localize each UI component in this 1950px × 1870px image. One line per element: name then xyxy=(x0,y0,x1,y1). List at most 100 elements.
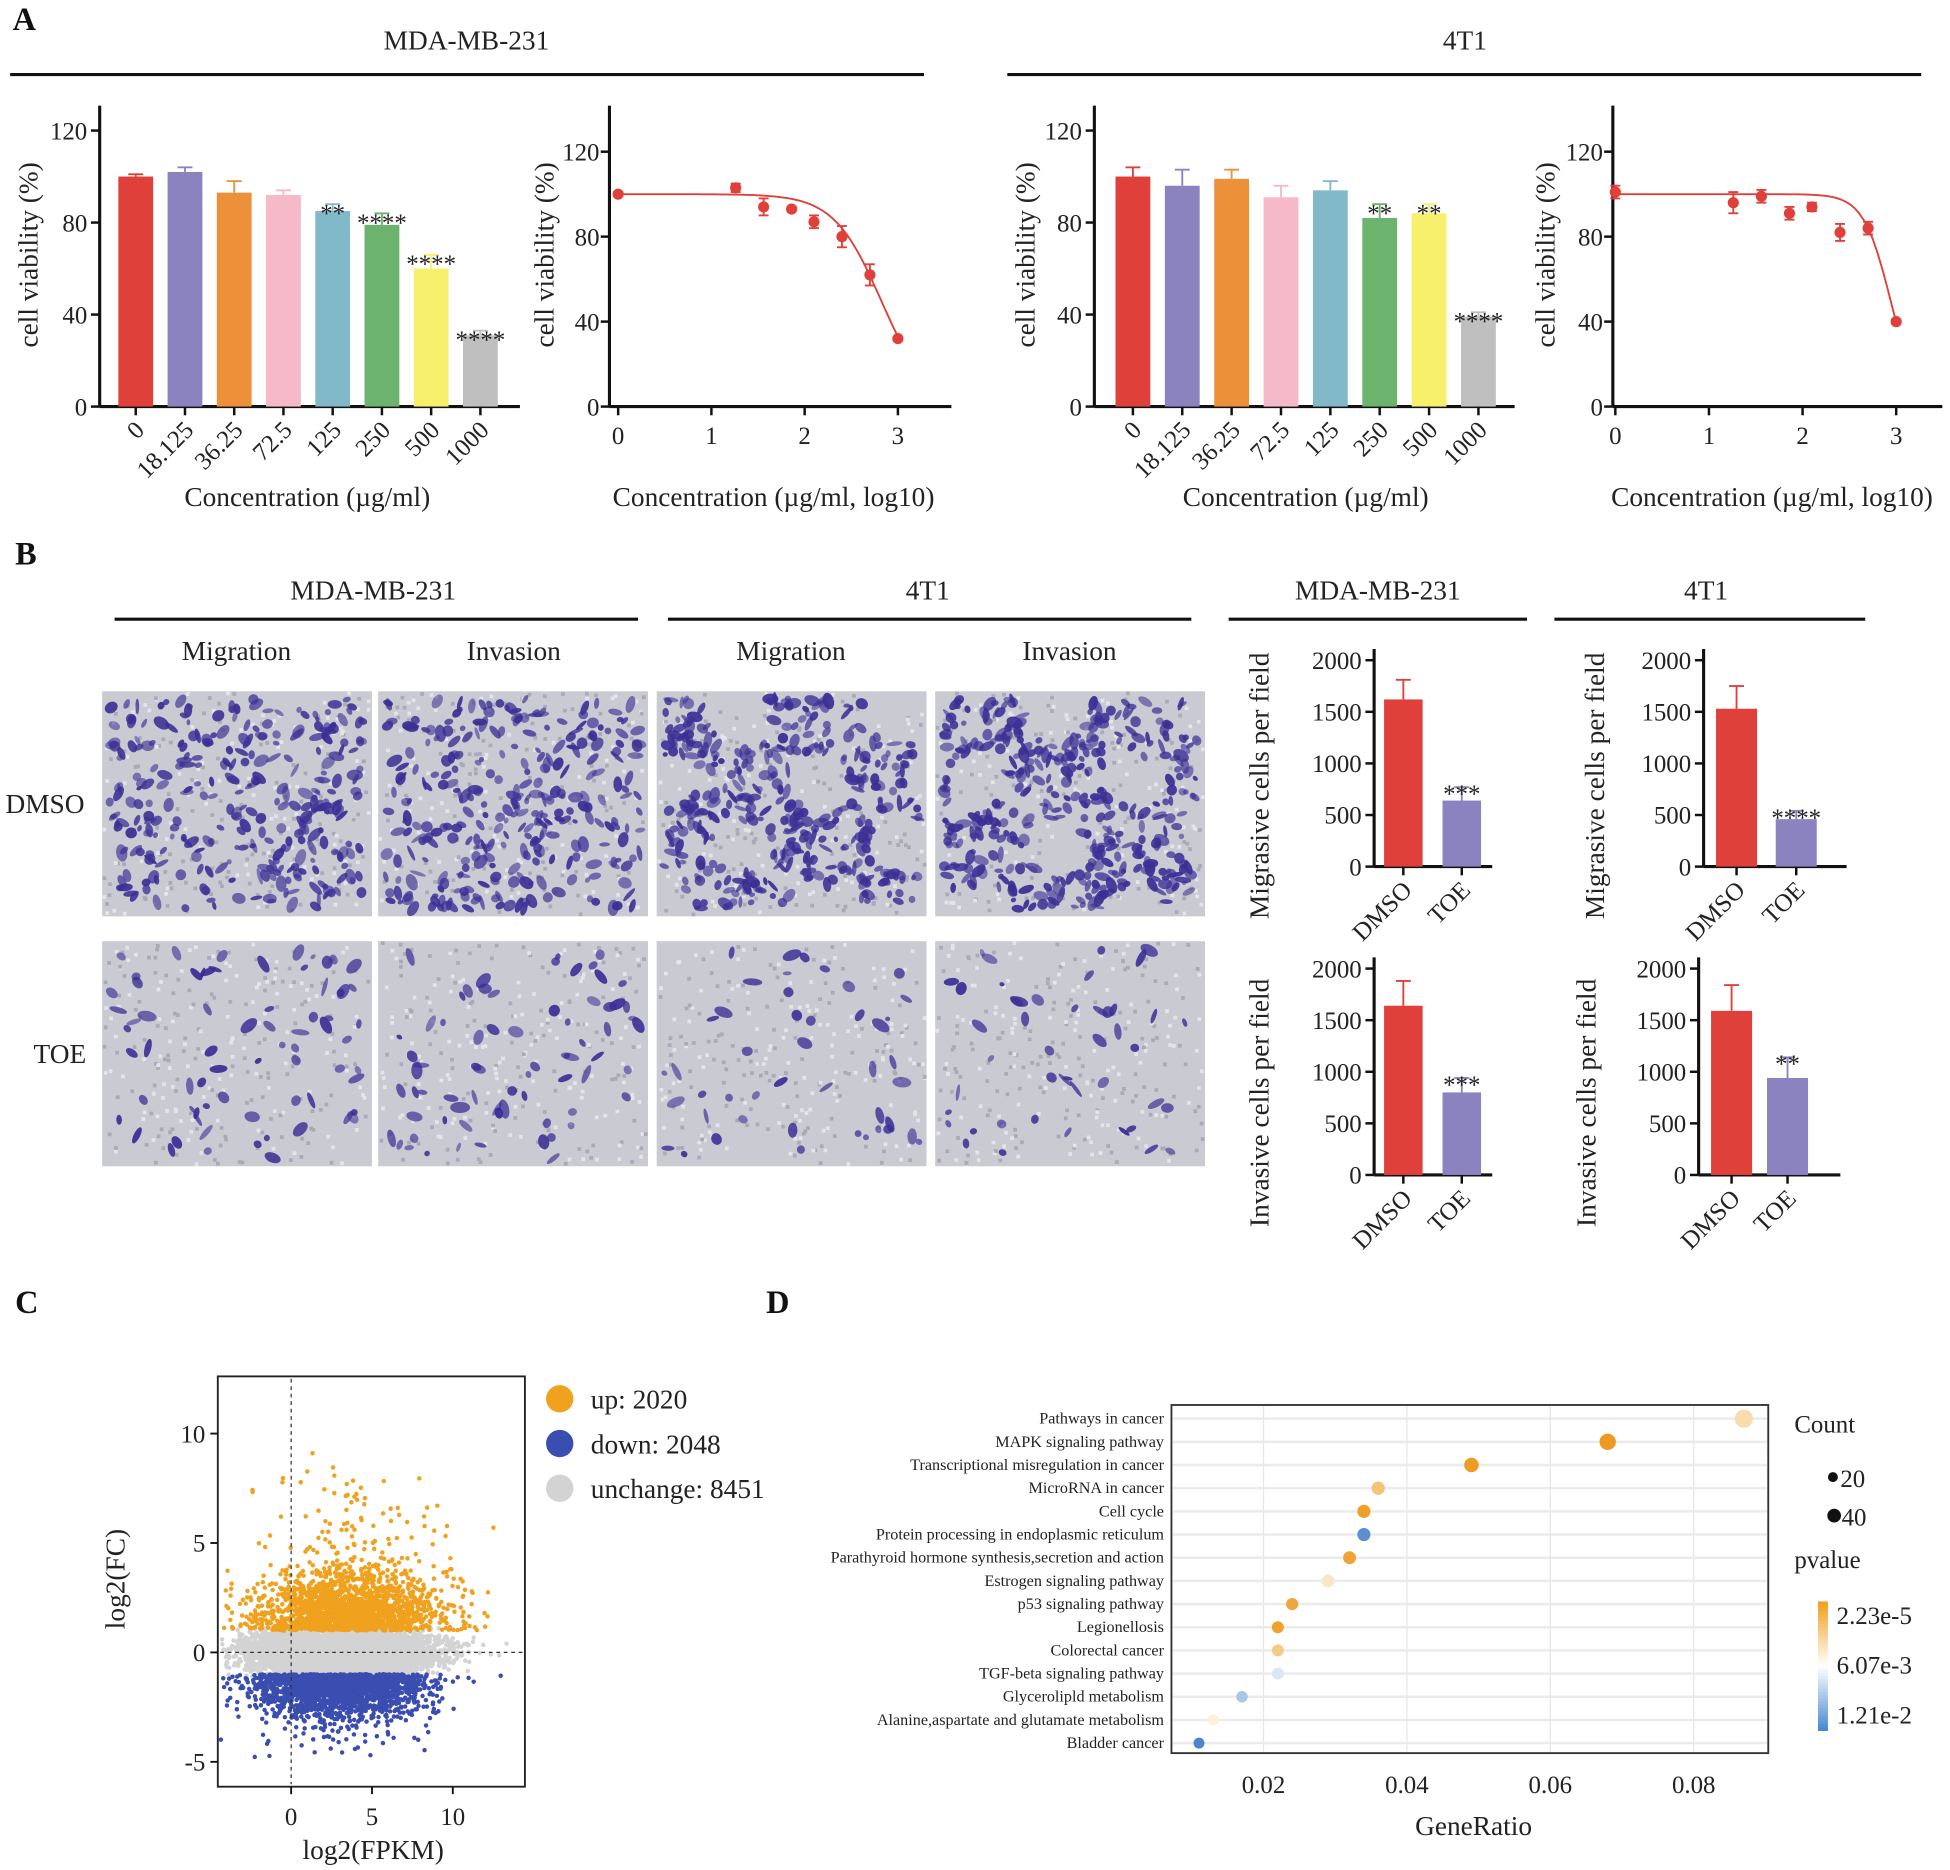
texture-speck xyxy=(731,837,735,842)
texture-speck xyxy=(724,776,728,780)
texture-speck xyxy=(1196,719,1201,724)
stained-cell xyxy=(310,857,316,863)
texture-speck xyxy=(1126,965,1130,970)
texture-speck xyxy=(888,739,893,744)
texture-speck xyxy=(207,956,211,960)
stained-cell xyxy=(748,793,761,801)
texture-speck xyxy=(247,881,252,886)
stained-cell xyxy=(684,720,696,735)
stained-cell xyxy=(285,836,293,847)
texture-speck xyxy=(1116,1072,1121,1077)
texture-speck xyxy=(332,871,337,876)
texture-speck xyxy=(636,957,640,962)
texture-speck xyxy=(224,1137,228,1142)
texture-speck xyxy=(341,950,345,955)
texture-speck xyxy=(109,1016,113,1021)
texture-speck xyxy=(641,695,646,700)
texture-speck xyxy=(724,1146,729,1151)
texture-speck xyxy=(277,713,282,718)
texture-speck xyxy=(619,1140,624,1145)
texture-speck xyxy=(322,700,327,705)
texture-speck xyxy=(631,1045,636,1050)
texture-speck xyxy=(242,1046,247,1051)
texture-speck xyxy=(1042,1075,1046,1080)
texture-speck xyxy=(363,1114,368,1119)
texture-speck xyxy=(822,958,827,963)
texture-speck xyxy=(1118,1010,1123,1015)
stained-cell xyxy=(584,877,591,883)
y-tick-label: 500 xyxy=(1324,803,1361,830)
stained-cell xyxy=(162,699,170,706)
stained-cell xyxy=(734,748,743,758)
texture-speck xyxy=(939,811,944,816)
texture-speck xyxy=(291,816,296,821)
texture-speck xyxy=(1111,1065,1116,1070)
texture-speck xyxy=(661,823,666,827)
stained-cell xyxy=(891,762,900,771)
stained-cell xyxy=(536,751,545,763)
texture-speck xyxy=(1175,987,1179,992)
texture-speck xyxy=(664,800,669,805)
texture-speck xyxy=(631,946,636,951)
texture-speck xyxy=(1021,1065,1026,1070)
texture-speck xyxy=(800,1057,804,1062)
texture-speck xyxy=(520,1012,525,1017)
texture-speck xyxy=(226,691,230,696)
texture-speck xyxy=(921,1062,925,1067)
texture-speck xyxy=(807,1009,812,1013)
texture-speck xyxy=(830,1043,834,1048)
stained-cell xyxy=(380,848,393,860)
texture-speck xyxy=(407,711,412,716)
stained-cell xyxy=(737,792,745,801)
texture-speck xyxy=(879,1160,884,1165)
texture-speck xyxy=(935,726,940,730)
texture-speck xyxy=(1130,1099,1135,1104)
texture-speck xyxy=(527,775,532,780)
texture-speck xyxy=(1050,695,1054,700)
stained-cell xyxy=(300,710,310,719)
texture-speck xyxy=(1154,782,1158,787)
stained-cell xyxy=(266,753,281,763)
stained-cell xyxy=(477,880,490,888)
texture-speck xyxy=(560,843,565,847)
texture-speck xyxy=(115,1095,120,1100)
stained-cell xyxy=(315,746,322,755)
texture-speck xyxy=(846,705,851,710)
texture-speck xyxy=(154,696,158,701)
texture-speck xyxy=(503,1030,508,1035)
texture-speck xyxy=(127,992,132,997)
texture-speck xyxy=(532,992,536,997)
texture-speck xyxy=(102,895,106,899)
stained-cell xyxy=(462,731,473,743)
stained-cell xyxy=(260,869,270,882)
texture-speck xyxy=(467,782,472,787)
texture-speck xyxy=(165,886,170,891)
texture-speck xyxy=(964,1161,969,1165)
texture-speck xyxy=(132,1045,137,1049)
texture-speck xyxy=(1115,1160,1119,1164)
stained-cell xyxy=(771,778,783,790)
texture-speck xyxy=(727,979,731,984)
texture-speck xyxy=(344,1068,349,1073)
texture-speck xyxy=(1086,1135,1091,1140)
texture-speck xyxy=(755,1122,760,1127)
stained-cell xyxy=(699,741,709,759)
texture-speck xyxy=(920,712,924,717)
texture-speck xyxy=(428,954,432,958)
texture-speck xyxy=(390,1015,394,1019)
texture-speck xyxy=(230,1064,235,1069)
texture-speck xyxy=(1076,1056,1081,1061)
texture-speck xyxy=(1004,1130,1008,1135)
texture-speck xyxy=(730,1044,735,1048)
texture-speck xyxy=(245,857,250,862)
texture-speck xyxy=(1030,855,1035,859)
texture-speck xyxy=(1142,1085,1147,1089)
texture-speck xyxy=(260,1130,265,1135)
texture-speck xyxy=(509,895,514,899)
texture-speck xyxy=(1008,711,1013,716)
texture-speck xyxy=(897,1003,902,1008)
texture-speck xyxy=(1082,907,1087,912)
texture-speck xyxy=(843,943,847,947)
texture-speck xyxy=(747,773,751,778)
texture-speck xyxy=(1111,788,1116,792)
